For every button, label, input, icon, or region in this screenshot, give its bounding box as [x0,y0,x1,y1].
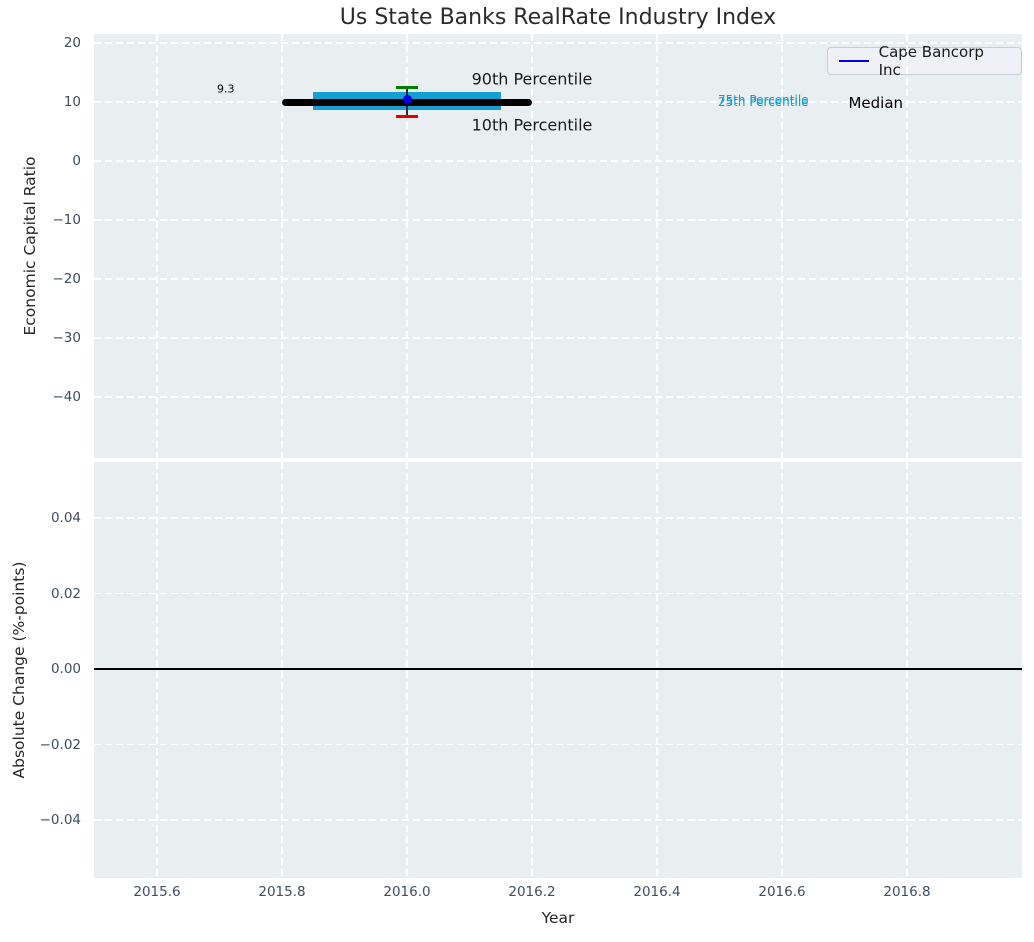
x-tick-label: 2016.2 [508,884,556,900]
x-tick-label: 2016.6 [758,884,806,900]
legend: Cape Bancorp Inc [827,43,1022,79]
gridline-horizontal [94,42,1022,44]
x-tick-label: 2015.8 [258,884,306,900]
percentile-cap [396,114,418,118]
gridline-vertical [156,34,158,458]
annotation: 10th Percentile [471,115,593,135]
y-tick-label: 0.02 [50,585,81,602]
gridline-vertical [906,34,908,458]
percentile-cap [396,85,418,89]
company-point [402,95,412,105]
gridline-horizontal [94,743,1022,746]
annotation: 90th Percentile [471,69,593,89]
gridline-horizontal [94,517,1022,519]
legend-line-sample [839,60,869,62]
y-tick-label: 0.04 [50,510,81,526]
gridline-vertical [406,34,408,458]
gridline-horizontal [94,219,1022,221]
y-tick-label: −20 [52,271,82,287]
gridline-vertical [656,34,658,458]
gridline-horizontal [94,337,1022,339]
y-tick-label: −40 [52,389,82,405]
x-tick-label: 2016.8 [883,884,931,900]
annotation: 9.3 [217,82,235,96]
x-tick-label: 2016.0 [383,884,431,900]
bottom-plot-area [94,462,1022,878]
annotation: Median [848,94,904,113]
gridline-vertical [531,462,533,878]
gridline-horizontal [94,160,1022,162]
y-tick-label: −0.04 [39,812,81,828]
annotation: 25th Percentile [717,95,809,109]
gridline-vertical [531,34,533,458]
gridline-vertical [781,34,783,458]
gridline-horizontal [94,819,1022,821]
gridline-vertical [656,462,658,878]
gridline-vertical [781,462,783,878]
x-tick-label: 2015.6 [133,884,181,900]
y-tick-label: 10 [63,94,81,110]
gridline-vertical [406,462,408,878]
chart-title: Us State Banks RealRate Industry Index [339,5,777,30]
x-axis-label: Year [541,909,575,927]
top-plot-area: Cape Bancorp Inc 9.3 90th Percentile 10th … [94,34,1022,458]
x-tick-label: 2016.4 [633,884,681,900]
gridline-vertical [906,462,908,878]
gridline-horizontal [94,278,1022,280]
y-axis-label-top: Economic Capital Ratio [21,156,39,336]
y-tick-label: 0.00 [50,661,81,677]
gridline-horizontal [94,101,1022,103]
zero-line [94,668,1022,670]
gridline-horizontal [94,396,1022,398]
y-tick-label: 20 [63,35,81,51]
y-tick-label: 0 [72,153,81,169]
gridline-horizontal [94,592,1022,595]
y-tick-label: −30 [52,330,82,346]
y-tick-label: −10 [52,212,82,228]
annotation: 75th Percentile [717,93,809,108]
gridline-vertical [281,462,283,878]
gridline-vertical [281,34,283,458]
y-tick-label: −0.02 [39,736,81,753]
legend-label: Cape Bancorp Inc [878,43,984,79]
gridline-vertical [156,462,158,878]
